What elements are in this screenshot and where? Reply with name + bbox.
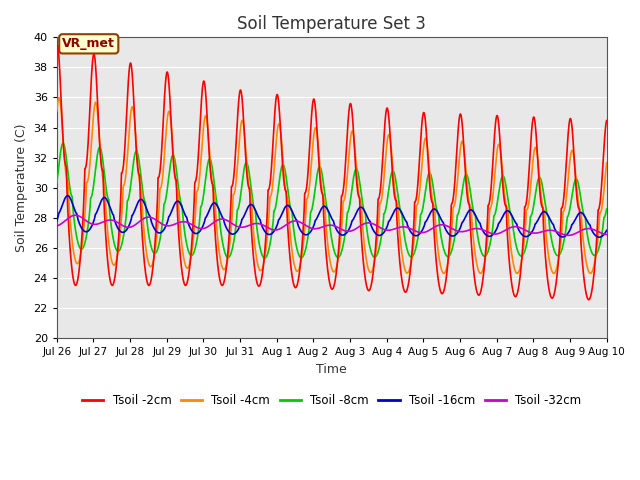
Tsoil -32cm [587,226,595,232]
Tsoil -8cm [486,240,494,246]
Y-axis label: Soil Temperature (C): Soil Temperature (C) [15,123,28,252]
Line: Tsoil -32cm: Tsoil -32cm [57,215,607,235]
Tsoil -8cm [81,239,89,245]
Tsoil -4cm [306,180,314,185]
Tsoil -2cm [486,196,494,202]
Tsoil -4cm [603,160,611,166]
Tsoil -16cm [321,204,328,209]
Tsoil -32cm [486,230,494,236]
Tsoil -16cm [81,228,89,234]
Tsoil -4cm [81,208,89,214]
Line: Tsoil -16cm: Tsoil -16cm [57,196,607,237]
Line: Tsoil -4cm: Tsoil -4cm [57,98,607,274]
Tsoil -2cm [588,291,595,297]
Tsoil -2cm [587,292,595,298]
Tsoil -4cm [321,197,328,203]
Tsoil -16cm [587,226,595,231]
Tsoil -4cm [550,271,557,276]
Tsoil -4cm [55,95,63,101]
Tsoil -16cm [587,225,595,230]
Tsoil -2cm [306,140,314,145]
X-axis label: Time: Time [316,362,347,375]
Line: Tsoil -8cm: Tsoil -8cm [57,143,607,258]
Tsoil -8cm [53,180,61,186]
Tsoil -2cm [53,42,61,48]
Tsoil -2cm [53,43,61,48]
Line: Tsoil -2cm: Tsoil -2cm [57,45,607,300]
Tsoil -16cm [486,233,494,239]
Legend: Tsoil -2cm, Tsoil -4cm, Tsoil -8cm, Tsoil -16cm, Tsoil -32cm: Tsoil -2cm, Tsoil -4cm, Tsoil -8cm, Tsoi… [77,389,586,411]
Tsoil -2cm [585,297,593,302]
Tsoil -16cm [53,218,61,224]
Tsoil -32cm [588,226,595,232]
Tsoil -32cm [564,232,572,238]
Tsoil -4cm [587,270,595,276]
Tsoil -4cm [588,270,595,276]
Tsoil -2cm [603,118,611,123]
Tsoil -32cm [81,217,89,223]
Text: VR_met: VR_met [62,37,115,50]
Tsoil -16cm [603,228,611,233]
Tsoil -32cm [72,212,79,218]
Tsoil -8cm [603,206,611,212]
Tsoil -2cm [321,227,328,233]
Tsoil -16cm [595,234,603,240]
Tsoil -4cm [53,108,61,114]
Tsoil -8cm [307,216,314,221]
Tsoil -32cm [53,223,61,228]
Tsoil -16cm [64,193,72,199]
Tsoil -8cm [321,191,328,196]
Tsoil -32cm [306,225,314,230]
Tsoil -8cm [587,248,595,253]
Tsoil -32cm [603,232,611,238]
Title: Soil Temperature Set 3: Soil Temperature Set 3 [237,15,426,33]
Tsoil -32cm [321,223,328,229]
Tsoil -2cm [81,166,89,171]
Tsoil -8cm [60,140,67,146]
Tsoil -8cm [588,248,595,254]
Tsoil -8cm [261,255,269,261]
Tsoil -4cm [486,205,494,211]
Tsoil -16cm [306,230,314,236]
